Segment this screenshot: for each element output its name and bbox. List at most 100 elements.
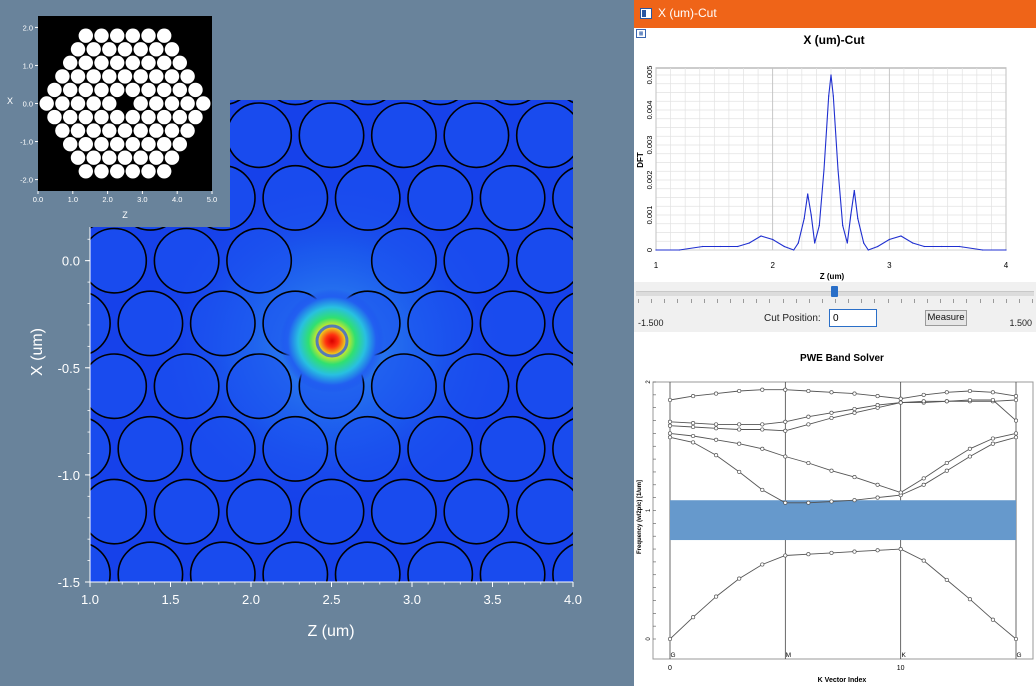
- air-hole: [515, 478, 573, 545]
- band-point: [944, 399, 949, 404]
- dft-point: [793, 249, 795, 251]
- grid-icon[interactable]: ▦: [636, 29, 646, 38]
- band-point: [829, 410, 834, 415]
- dft-point: [857, 217, 859, 220]
- inset-hole: [70, 150, 86, 165]
- inset-hole: [62, 82, 78, 98]
- air-hole: [10, 479, 74, 543]
- inset-hole: [39, 96, 54, 111]
- band-point: [875, 394, 880, 399]
- band-point: [1013, 397, 1019, 403]
- inset-hole: [94, 28, 109, 43]
- dft-point: [958, 245, 960, 248]
- band-point: [852, 410, 857, 415]
- inset-hole: [157, 164, 172, 179]
- inset-hole: [188, 82, 203, 98]
- band-point: [852, 475, 857, 480]
- inset-hole: [157, 109, 172, 125]
- field-y-tick-label: -0.5: [58, 361, 80, 376]
- field-y-tick-label: 0.0: [62, 254, 80, 269]
- slider-tick: [756, 299, 758, 303]
- band-kpoint-label: G: [670, 652, 675, 659]
- field-plot-svg: 1.01.52.02.53.03.54.00.50.0-0.5-1.0-1.5 …: [6, 16, 583, 669]
- slider-max-label: 1.500: [1009, 318, 1032, 328]
- measure-button[interactable]: Measure: [925, 310, 967, 326]
- inset-hole: [164, 150, 180, 165]
- band-point: [829, 415, 834, 421]
- inset-hole: [86, 42, 101, 57]
- inset-hole: [188, 109, 203, 125]
- air-hole: [117, 541, 184, 582]
- cut-slider-thumb[interactable]: [831, 286, 838, 297]
- slider-tick: [940, 299, 942, 303]
- field-x-tick-label: 2.5: [322, 592, 340, 607]
- band-point: [1013, 394, 1019, 399]
- air-hole: [515, 227, 573, 294]
- dft-chart: X (um)-Cut 1 2 3 4 0 0.001 0.002 0.003 0.004 0.00…: [636, 33, 1009, 281]
- inset-hole: [180, 123, 195, 138]
- dft-point: [803, 217, 805, 220]
- air-hole: [370, 227, 437, 294]
- dft-point: [818, 224, 820, 227]
- band-y-tick-label: 2: [646, 380, 652, 384]
- inset-hole: [117, 150, 133, 165]
- band-point: [1013, 431, 1019, 436]
- dft-y-tick-label: 0.001: [645, 206, 654, 225]
- dft-x-tick-label: 2: [770, 261, 775, 270]
- band-curve: [669, 389, 1017, 401]
- slider-tick: [821, 299, 823, 303]
- inset-hole: [157, 82, 172, 98]
- band-point: [921, 392, 926, 397]
- band-xlabel: K Vector Index: [818, 677, 867, 684]
- inset-hole: [172, 109, 187, 125]
- inset-hole: [141, 164, 156, 179]
- band-point: [737, 422, 742, 427]
- window-titlebar[interactable]: X (um)-Cut: [634, 0, 1036, 28]
- inset-hole: [157, 55, 172, 70]
- dft-point: [760, 235, 762, 237]
- inset-hole: [86, 123, 101, 138]
- dft-point: [828, 95, 830, 97]
- dft-point: [842, 224, 844, 227]
- band-point: [990, 441, 995, 446]
- slider-tick: [992, 299, 994, 303]
- inset-hole: [164, 42, 180, 57]
- slider-tick: [638, 299, 639, 303]
- dft-title: X (um)-Cut: [803, 33, 864, 47]
- dft-point: [923, 245, 925, 248]
- band-point: [852, 498, 857, 503]
- inset-hole: [133, 42, 148, 57]
- slider-tick: [900, 299, 902, 303]
- slider-tick: [651, 299, 653, 303]
- cut-position-input[interactable]: [829, 309, 877, 327]
- inset-hole: [86, 69, 101, 84]
- dft-y-tick-label: 0.005: [645, 66, 654, 85]
- inset-hole: [78, 109, 94, 125]
- air-hole: [552, 290, 573, 357]
- dft-point: [678, 249, 680, 251]
- cut-position-label: Cut Position:: [764, 313, 821, 324]
- band-point: [852, 391, 857, 396]
- band-point: [806, 460, 811, 466]
- slider-tick: [690, 299, 692, 303]
- band-point: [806, 388, 811, 394]
- slider-tick: [808, 299, 810, 303]
- band-point: [898, 396, 903, 401]
- inset-hole: [133, 123, 148, 138]
- inset-y-tick-label: 2.0: [23, 23, 33, 32]
- air-hole: [443, 102, 510, 169]
- dft-point: [863, 242, 865, 244]
- inset-hole: [62, 137, 78, 152]
- dft-point: [823, 168, 825, 171]
- band-title: PWE Band Solver: [800, 353, 884, 364]
- inset-hole: [78, 164, 94, 179]
- air-hole: [407, 164, 474, 231]
- dft-x-tick-label: 1: [654, 261, 659, 270]
- band-point: [760, 422, 765, 427]
- air-hole: [82, 605, 146, 669]
- inset-hole: [133, 150, 148, 165]
- dft-point: [1005, 249, 1007, 251]
- band-point: [806, 500, 811, 505]
- inset-hole: [55, 96, 70, 111]
- dft-y-tick-label: 0.002: [645, 171, 654, 190]
